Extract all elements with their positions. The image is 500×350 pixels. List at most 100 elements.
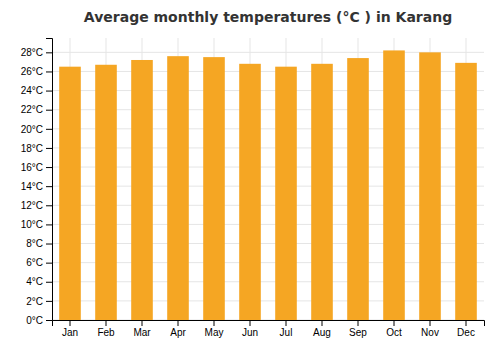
tick-label: 10°C <box>21 219 43 230</box>
tick-label: Jun <box>242 327 258 338</box>
tick-mark <box>250 320 251 326</box>
grid <box>52 38 484 320</box>
tick: Jul <box>280 320 293 338</box>
bar <box>455 63 477 320</box>
bar <box>383 50 405 320</box>
tick-label: 28°C <box>21 47 43 58</box>
title: Average monthly temperatures (°C ) in Ka… <box>84 9 452 25</box>
tick-label: 2°C <box>26 296 43 307</box>
bar <box>131 60 153 320</box>
bar <box>275 67 297 320</box>
tick: 18°C <box>21 143 52 154</box>
tick: 28°C <box>21 47 52 58</box>
tick-label: Nov <box>421 327 439 338</box>
tick: 8°C <box>26 238 52 249</box>
tick: Oct <box>386 320 402 338</box>
tick-mark <box>46 320 52 321</box>
tick-mark <box>358 320 359 326</box>
tick: 6°C <box>26 257 52 268</box>
chart: 0°C 2°C 4°C 6°C 8°C 10°C 12°C 14°C 16°C 18°C 20°C 2… <box>0 0 500 350</box>
tick-mark <box>178 320 179 326</box>
tick: 24°C <box>21 85 52 96</box>
tick-mark <box>46 148 52 149</box>
bars <box>59 50 477 320</box>
bar <box>203 57 225 320</box>
tick: 12°C <box>21 200 52 211</box>
tick-label: Jan <box>62 327 78 338</box>
tick-label: 18°C <box>21 143 43 154</box>
tick-mark <box>430 320 431 326</box>
tick: Jun <box>242 320 258 338</box>
tick-label: 12°C <box>21 200 43 211</box>
tick: Nov <box>421 320 439 338</box>
tick-mark <box>142 320 143 326</box>
tick: Apr <box>170 320 186 338</box>
tick-mark <box>46 110 52 111</box>
tick-label: Oct <box>386 327 402 338</box>
y-axis: 0°C 2°C 4°C 6°C 8°C 10°C 12°C 14°C 16°C 18°C 20°C 2… <box>21 39 53 326</box>
tick-mark <box>322 320 323 326</box>
bar <box>167 56 189 320</box>
tick-label: 24°C <box>21 85 43 96</box>
tick-mark <box>106 320 107 326</box>
tick-label: 26°C <box>21 66 43 77</box>
tick: 16°C <box>21 162 52 173</box>
tick: May <box>205 320 224 338</box>
tick: Aug <box>313 320 331 338</box>
tick-label: 16°C <box>21 162 43 173</box>
tick-label: May <box>205 327 224 338</box>
tick: Mar <box>133 320 151 338</box>
tick-mark <box>46 71 52 72</box>
tick: 20°C <box>21 124 52 135</box>
bar <box>419 52 441 320</box>
tick-label: 14°C <box>21 181 43 192</box>
tick-label: Jul <box>280 327 293 338</box>
tick-mark <box>70 320 71 326</box>
axis-line <box>53 321 485 327</box>
tick: 2°C <box>26 296 52 307</box>
tick-label: 4°C <box>26 276 43 287</box>
x-axis: Jan Feb Mar Apr May Jun Jul Aug Sep Oct Nov Dec <box>53 320 485 338</box>
tick: Dec <box>457 320 475 338</box>
tick-mark <box>46 244 52 245</box>
plot: 0°C 2°C 4°C 6°C 8°C 10°C 12°C 14°C 16°C 18°C 20°C 2… <box>21 38 485 338</box>
tick-label: 0°C <box>26 315 43 326</box>
tick-mark <box>46 224 52 225</box>
tick-label: 6°C <box>26 257 43 268</box>
bar <box>311 64 333 320</box>
tick-mark <box>286 320 287 326</box>
tick-label: Dec <box>457 327 475 338</box>
tick-label: Aug <box>313 327 331 338</box>
tick-mark <box>214 320 215 326</box>
tick: 22°C <box>21 104 52 115</box>
bar <box>347 58 369 320</box>
bar <box>59 67 81 320</box>
tick-label: Apr <box>170 327 186 338</box>
tick-label: Sep <box>349 327 367 338</box>
tick: 0°C <box>26 315 52 326</box>
tick-mark <box>46 91 52 92</box>
tick-mark <box>466 320 467 326</box>
tick: Jan <box>62 320 78 338</box>
tick-mark <box>46 167 52 168</box>
tick: 14°C <box>21 181 52 192</box>
tick-mark <box>46 263 52 264</box>
bar <box>95 65 117 320</box>
tick-label: Feb <box>97 327 115 338</box>
tick: Feb <box>97 320 115 338</box>
tick-label: 20°C <box>21 124 43 135</box>
tick-mark <box>46 205 52 206</box>
tick-mark <box>46 129 52 130</box>
tick-label: 8°C <box>26 238 43 249</box>
bar <box>239 64 261 320</box>
tick: 4°C <box>26 276 52 287</box>
tick-mark <box>46 282 52 283</box>
tick: 10°C <box>21 219 52 230</box>
tick-mark <box>394 320 395 326</box>
tick: Sep <box>349 320 367 338</box>
tick-mark <box>46 301 52 302</box>
tick: 26°C <box>21 66 52 77</box>
tick-label: Mar <box>133 327 151 338</box>
tick-mark <box>46 52 52 53</box>
tick-mark <box>46 186 52 187</box>
